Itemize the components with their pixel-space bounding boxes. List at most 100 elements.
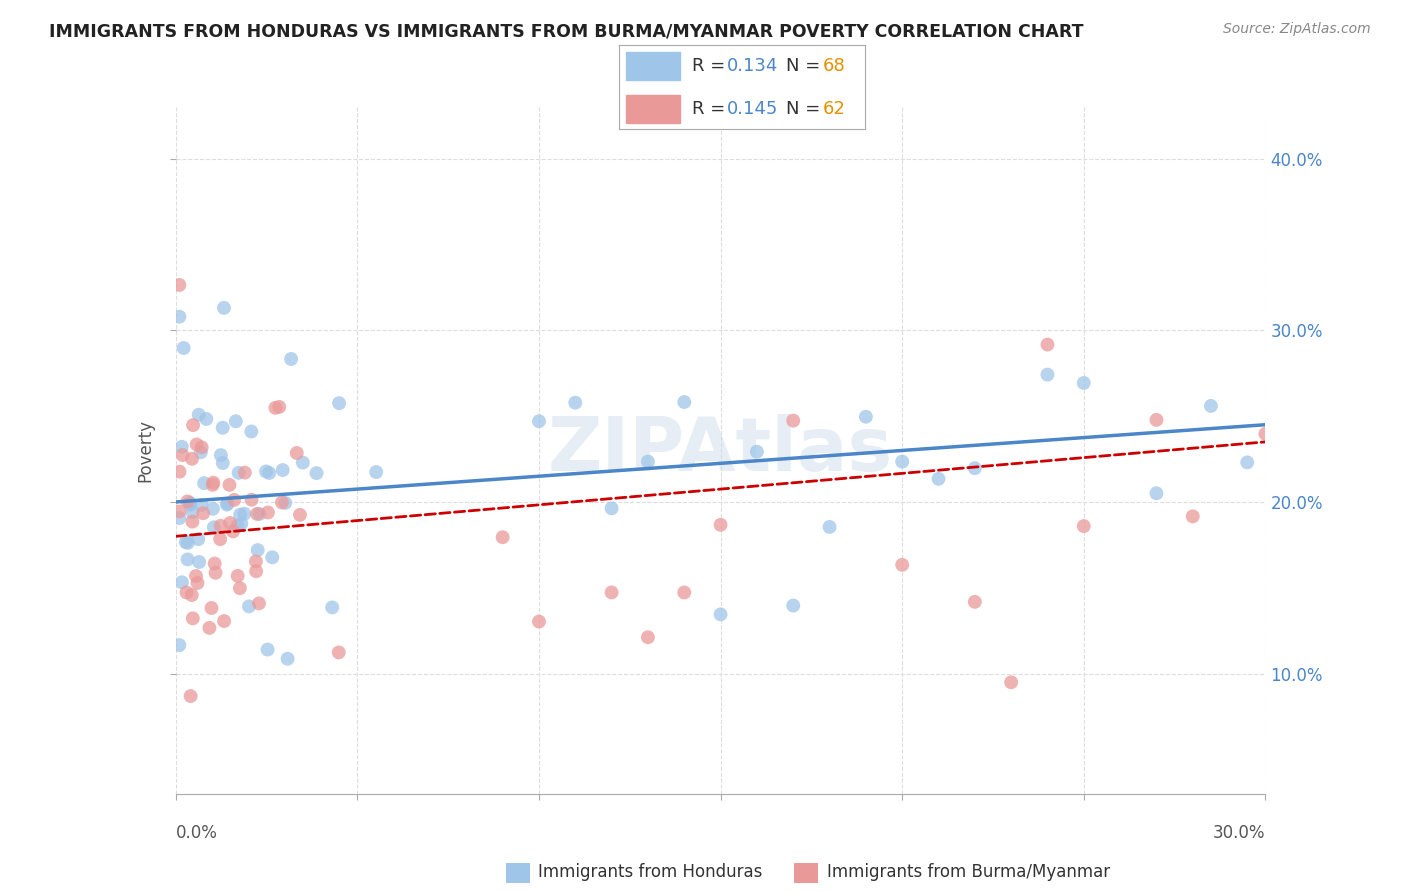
Point [269, 400, 291, 414]
Text: 0.134: 0.134 [727, 57, 779, 75]
Point [209, 532, 232, 546]
Point [1073, 376, 1095, 390]
Text: N =: N = [786, 57, 825, 75]
Point [247, 507, 270, 521]
Point [280, 351, 302, 366]
Point [782, 599, 804, 613]
Bar [626, 53, 681, 80]
Point [202, 520, 225, 534]
Point [176, 494, 198, 508]
Point [247, 596, 270, 610]
Point [1236, 455, 1258, 469]
Point [285, 446, 308, 460]
Text: 62: 62 [823, 100, 846, 118]
Point [1144, 413, 1167, 427]
Text: 30.0%: 30.0% [1213, 824, 1265, 842]
Point [240, 425, 263, 439]
Point [271, 463, 294, 477]
Point [928, 472, 950, 486]
Point [215, 498, 238, 512]
Point [240, 492, 263, 507]
Point [184, 569, 207, 583]
Point [257, 506, 280, 520]
Point [169, 277, 191, 292]
Point [271, 495, 294, 509]
Point [186, 576, 208, 591]
Point [891, 455, 914, 469]
Point [637, 454, 659, 468]
Point [328, 645, 350, 659]
Point [209, 518, 232, 533]
Point [181, 611, 204, 625]
Point [209, 448, 232, 462]
Point [366, 465, 388, 479]
Point [187, 408, 209, 422]
Point [256, 642, 278, 657]
Point [181, 451, 204, 466]
Point [212, 301, 235, 315]
Text: R =: R = [692, 100, 731, 118]
Text: Immigrants from Honduras: Immigrants from Honduras [538, 863, 763, 881]
Point [181, 418, 204, 433]
Point [600, 501, 623, 516]
Point [174, 535, 197, 549]
Point [190, 498, 212, 512]
Text: R =: R = [692, 57, 731, 75]
Point [225, 414, 247, 428]
Point [673, 395, 696, 409]
Point [179, 498, 201, 512]
Point [277, 652, 299, 666]
Point [233, 466, 256, 480]
Point [257, 466, 280, 480]
Point [169, 465, 191, 479]
Point [169, 638, 191, 652]
Point [238, 599, 260, 614]
Point [855, 409, 877, 424]
Point [1144, 486, 1167, 500]
Point [321, 600, 343, 615]
Point [224, 492, 246, 507]
Point [1327, 461, 1350, 475]
Text: 0.145: 0.145 [727, 100, 779, 118]
Point [673, 585, 696, 599]
Point [1364, 483, 1386, 497]
Point [1073, 519, 1095, 533]
Point [288, 508, 311, 522]
Point [218, 478, 240, 492]
Text: Source: ZipAtlas.com: Source: ZipAtlas.com [1223, 22, 1371, 37]
Point [217, 496, 239, 510]
Point [204, 557, 226, 571]
Point [264, 401, 287, 415]
Point [328, 396, 350, 410]
Point [169, 511, 191, 525]
Bar [626, 95, 681, 122]
Point [492, 530, 515, 544]
Point [291, 456, 314, 470]
Point [262, 550, 284, 565]
Point [186, 437, 208, 451]
Point [169, 504, 191, 518]
Point [963, 595, 986, 609]
Point [963, 461, 986, 475]
Text: 68: 68 [823, 57, 845, 75]
Point [177, 536, 200, 550]
Point [219, 516, 242, 530]
Point [1181, 509, 1204, 524]
Point [818, 520, 841, 534]
Point [180, 588, 202, 602]
Text: 0.0%: 0.0% [176, 824, 218, 842]
Point [195, 412, 218, 426]
Point [176, 585, 198, 599]
Point [600, 585, 623, 599]
Point [637, 630, 659, 644]
Text: Immigrants from Burma/Myanmar: Immigrants from Burma/Myanmar [827, 863, 1109, 881]
Point [181, 515, 204, 529]
Point [1036, 337, 1059, 351]
Point [226, 518, 249, 533]
Point [191, 506, 214, 520]
Point [176, 552, 198, 566]
Point [709, 517, 731, 532]
Point [200, 601, 222, 615]
Point [527, 414, 550, 428]
Point [170, 440, 193, 454]
